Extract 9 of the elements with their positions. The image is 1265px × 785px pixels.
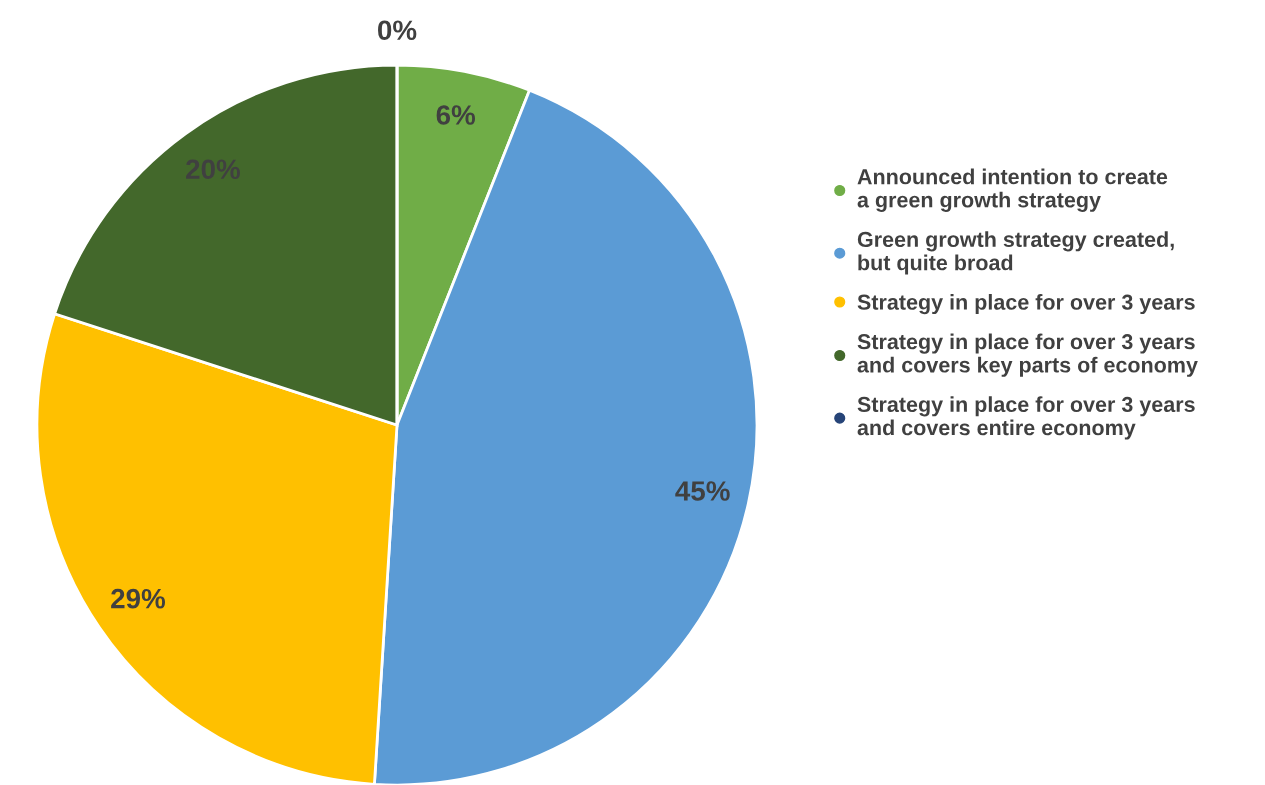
legend-label: Announced intention to create a green growth strategy <box>857 168 1168 212</box>
data-label: 6% <box>436 105 476 125</box>
data-label: 45% <box>675 481 730 501</box>
legend-label: Green growth strategy created, but quite broad <box>857 231 1174 275</box>
data-label: 29% <box>111 588 166 609</box>
legend-label: Strategy in place for over 3 years and covers entire economy <box>857 396 1195 440</box>
legend-label: Strategy in place for over 3 years <box>857 293 1195 315</box>
text: 0% <box>378 20 417 41</box>
legend-label: Strategy in place for over 3 years and covers key parts of economy <box>857 333 1198 377</box>
